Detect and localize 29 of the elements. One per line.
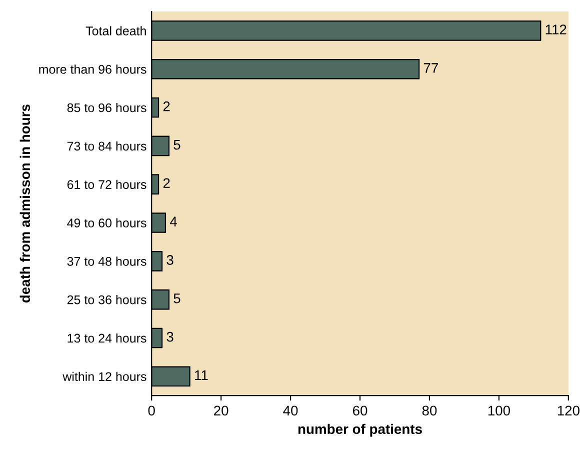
x-tick-label: 40	[283, 406, 298, 416]
x-tick-label: 100	[488, 406, 510, 416]
y-tick-label: within 12 hours	[62, 372, 146, 382]
y-tick-label: 37 to 48 hours	[67, 256, 146, 266]
data-label: 3	[166, 332, 174, 342]
data-label: 77	[424, 63, 438, 73]
x-tick-label: 80	[422, 406, 437, 416]
y-tick-label: 25 to 36 hours	[67, 295, 146, 304]
x-axis-title: number of patients	[298, 424, 422, 437]
x-tick-label: 120	[558, 406, 580, 416]
data-label: 11	[195, 370, 208, 380]
y-tick-label: 85 to 96 hours	[67, 102, 146, 112]
data-label: 112	[546, 24, 566, 34]
y-tick-label: 61 to 72 hours	[67, 180, 146, 189]
data-label: 5	[174, 294, 180, 304]
x-tick-label: 20	[214, 406, 228, 416]
y-tick-label: 13 to 24 hours	[68, 333, 146, 343]
data-label: 2	[163, 178, 170, 188]
x-tick-label: 0	[148, 406, 155, 416]
y-axis-title: death from admisson in hours	[20, 104, 30, 303]
y-tick-label: more than 96 hours	[39, 64, 146, 74]
data-label: 4	[170, 216, 177, 226]
y-tick-label: Total death	[86, 26, 146, 36]
data-label: 3	[166, 255, 174, 265]
data-label: 5	[174, 140, 180, 150]
y-tick-label: 73 to 84 hours	[67, 141, 146, 151]
data-label: 2	[163, 101, 170, 112]
y-tick-label: 49 to 60 hours	[67, 218, 146, 228]
x-tick-label: 60	[352, 406, 368, 416]
